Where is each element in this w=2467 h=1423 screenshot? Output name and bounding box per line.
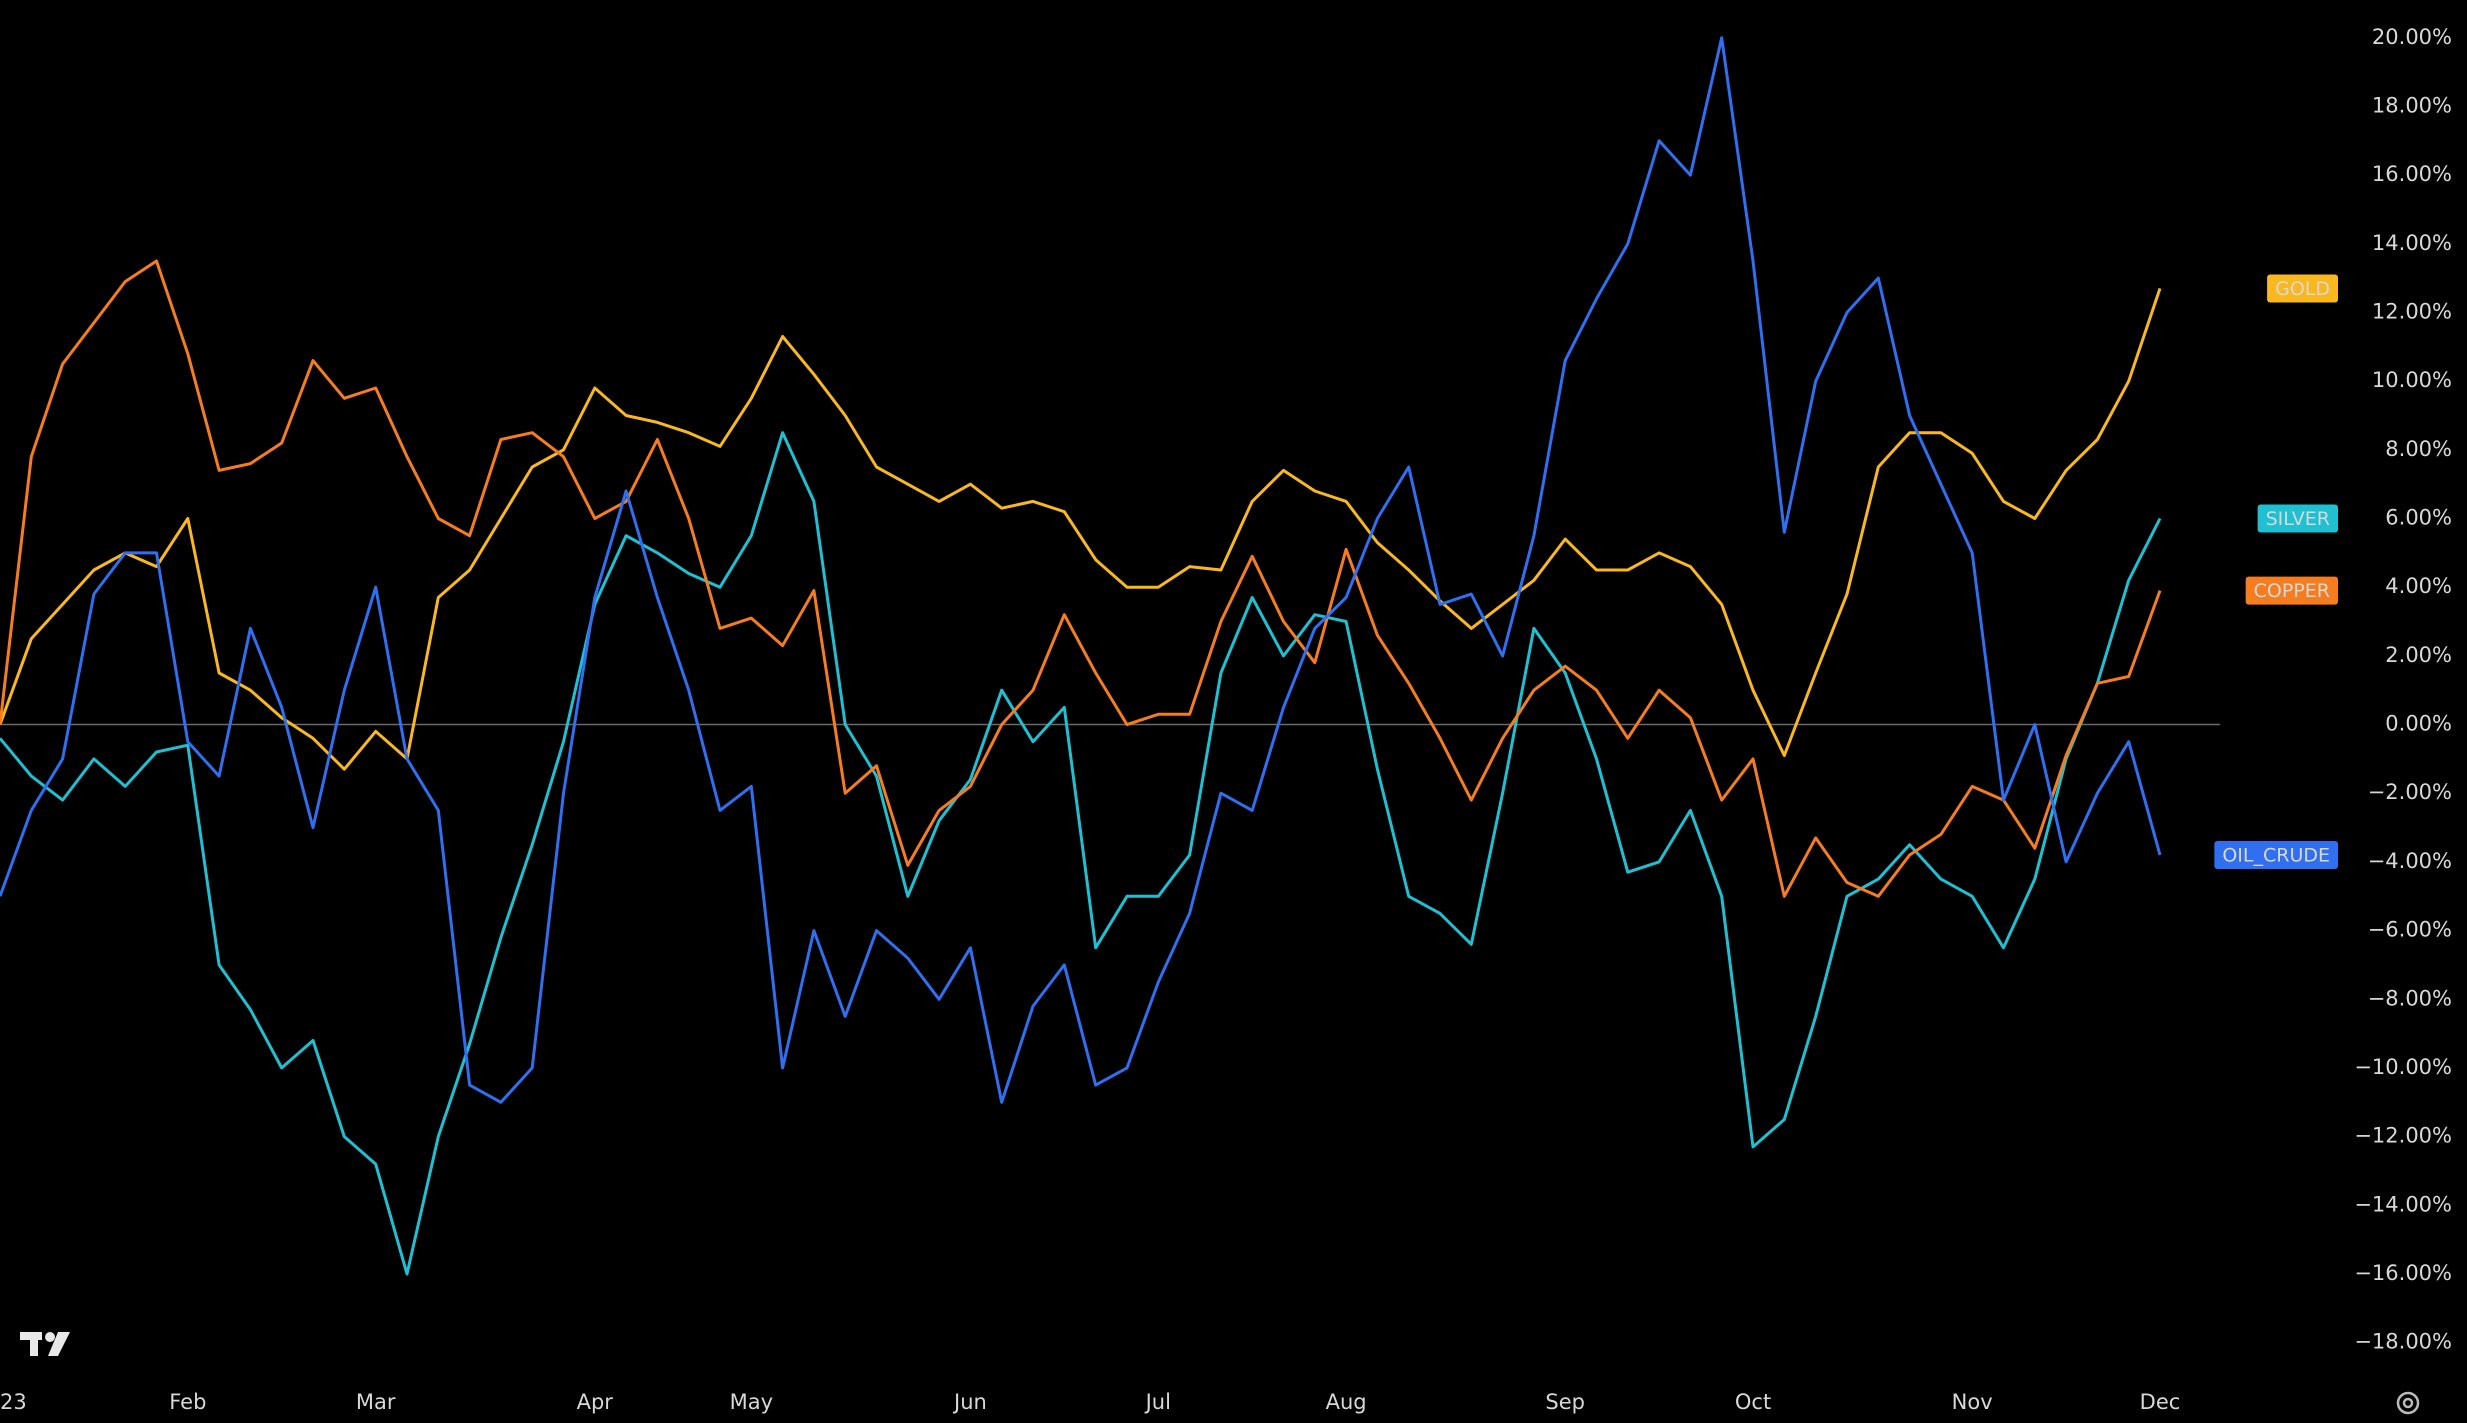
series-tag: SILVER [2257,504,2338,533]
x-tick-label: Dec [2140,1390,2181,1414]
x-tick-label: May [730,1390,773,1414]
series-line [0,36,2162,1104]
y-tick-label: 10.00% [2372,368,2452,392]
y-tick-label: 20.00% [2372,25,2452,49]
x-tick-label: Jul [1144,1390,1171,1414]
y-tick-label: −4.00% [2368,849,2452,873]
y-tick-label: 8.00% [2385,437,2452,461]
series-tag: COPPER [2245,576,2338,605]
x-tick-label: Sep [1545,1390,1585,1414]
x-tick-label: Feb [169,1390,206,1414]
y-tick-label: 18.00% [2372,93,2452,117]
y-tick-label: −16.00% [2354,1261,2452,1285]
series-tag-label: OIL_CRUDE [2222,845,2330,867]
series-tag-box [2267,274,2338,303]
settings-icon[interactable] [2396,1391,2420,1415]
y-tick-label: 12.00% [2372,299,2452,323]
series-line [0,259,2162,898]
series-tag-label: COPPER [2254,580,2330,602]
series-tag-label: SILVER [2266,508,2330,530]
y-tick-label: −10.00% [2354,1055,2452,1079]
logo [20,1332,70,1356]
y-tick-label: −18.00% [2354,1330,2452,1354]
y-tick-label: −6.00% [2368,918,2452,942]
series-line [0,287,2162,771]
y-tick-label: 14.00% [2372,231,2452,255]
x-tick-label: Apr [577,1390,614,1414]
series-line [0,431,2162,1276]
y-tick-label: 0.00% [2385,712,2452,736]
series-tag: GOLD [2267,274,2338,303]
x-tick-label: Aug [1326,1390,1367,1414]
series-tag-label: GOLD [2275,278,2330,300]
x-tick-label: Jun [952,1390,987,1414]
x-tick-label: Nov [1952,1390,1993,1414]
x-tick-label: Oct [1735,1390,1771,1414]
x-tick-label: 23 [0,1390,27,1414]
y-tick-label: 6.00% [2385,506,2452,530]
y-tick-label: −2.00% [2368,780,2452,804]
series-tag-box [2214,841,2338,870]
y-tick-label: 16.00% [2372,162,2452,186]
y-tick-label: −14.00% [2354,1192,2452,1216]
y-tick-label: −8.00% [2368,986,2452,1010]
series-tag-box [2245,576,2338,605]
series-tag-box [2257,504,2338,533]
y-tick-label: 2.00% [2385,643,2452,667]
x-tick-label: Mar [356,1390,396,1414]
y-tick-label: −12.00% [2354,1124,2452,1148]
y-tick-label: 4.00% [2385,574,2452,598]
series-tag: OIL_CRUDE [2214,841,2338,870]
